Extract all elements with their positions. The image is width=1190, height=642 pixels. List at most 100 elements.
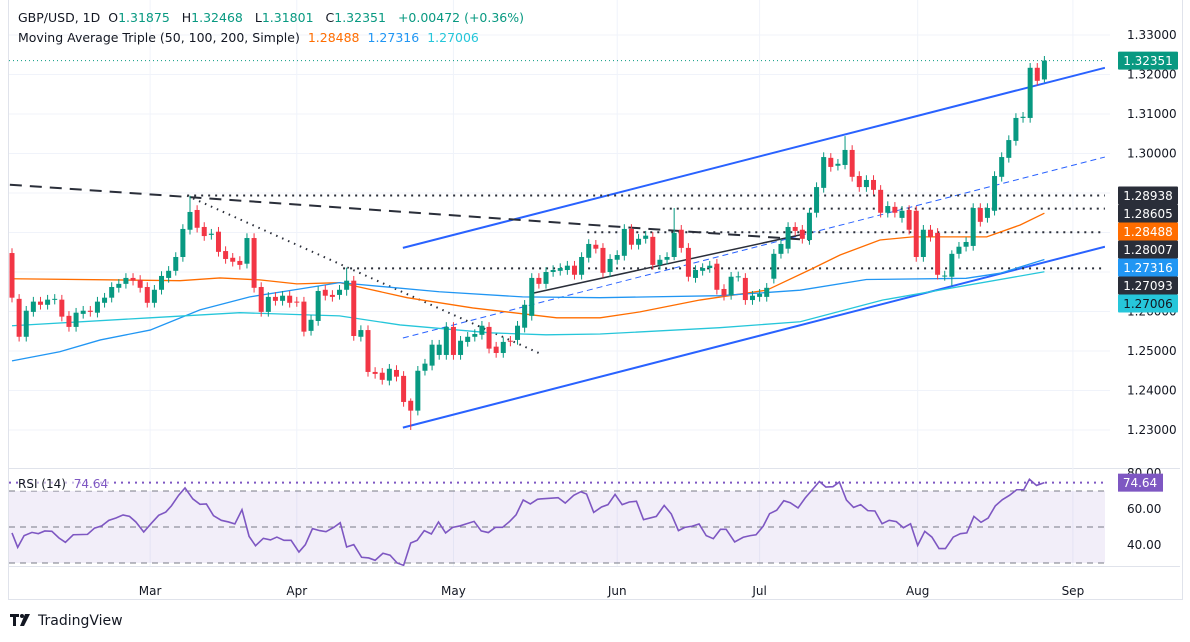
candle-body — [828, 157, 834, 167]
candle — [856, 171, 862, 192]
candle-body — [365, 330, 371, 372]
level-1-28938-tag: 1.28938 — [1118, 186, 1178, 205]
candle — [685, 243, 691, 282]
candle-body — [892, 206, 898, 213]
candle-body — [735, 276, 741, 278]
candle — [579, 252, 585, 280]
candle — [251, 233, 257, 293]
candle-body — [579, 256, 585, 275]
candle-body — [721, 288, 727, 296]
candle-body — [187, 211, 193, 230]
candle — [450, 322, 456, 360]
candle — [443, 322, 449, 360]
candle — [215, 226, 221, 257]
candle — [102, 292, 108, 308]
candle — [970, 203, 976, 251]
candle — [742, 273, 748, 305]
footer: TradingView — [10, 612, 123, 630]
ma50-value: 1.28488 — [307, 30, 360, 45]
candle — [920, 224, 926, 262]
rsi-axis-label: 60.00 — [1127, 502, 1161, 516]
candle-body — [1027, 67, 1033, 118]
candle — [244, 233, 250, 269]
candle — [9, 248, 15, 303]
ma-title[interactable]: Moving Average Triple (50, 100, 200, Sim… — [18, 30, 300, 45]
candle — [757, 288, 763, 302]
candle-body — [73, 312, 79, 327]
candle-body — [806, 212, 812, 241]
candle — [429, 339, 435, 371]
candle-body — [742, 277, 748, 301]
ma100-value: 1.27316 — [367, 30, 420, 45]
candle — [166, 266, 172, 283]
candle-body — [30, 301, 36, 312]
candle — [593, 240, 599, 254]
candle-body — [650, 236, 656, 265]
candle-body — [429, 344, 435, 366]
candle — [230, 253, 236, 267]
candle — [536, 273, 542, 289]
candle — [949, 250, 955, 286]
price-tag-label: 1.27316 — [1123, 261, 1173, 275]
candle-body — [52, 298, 58, 300]
rsi-line — [11, 478, 1045, 566]
candle-body — [992, 176, 998, 211]
candle-body — [678, 229, 684, 248]
candle-body — [450, 326, 456, 355]
price-axis-label: 1.31000 — [1127, 107, 1177, 121]
candle — [927, 224, 933, 242]
candle — [372, 367, 378, 379]
ma200-tag: 1.27006 — [1118, 294, 1178, 313]
candle-body — [906, 209, 912, 230]
candle-body — [586, 243, 592, 258]
candle-body — [144, 287, 150, 303]
candle-body — [935, 232, 941, 275]
candle — [636, 234, 642, 250]
long-dashed-trendline — [9, 183, 811, 242]
candle — [735, 271, 741, 282]
candle-body — [949, 253, 955, 277]
level-1-28007-tag: 1.28007 — [1118, 240, 1178, 259]
candle-body — [87, 310, 93, 312]
candle — [351, 275, 357, 341]
rsi-legend: RSI (14) 74.64 — [18, 477, 113, 491]
candle-body — [379, 372, 385, 380]
candle — [607, 254, 613, 277]
price-axis-label: 1.24000 — [1127, 384, 1177, 398]
candle-body — [984, 208, 990, 218]
candle-body — [215, 231, 221, 252]
rsi-legend-value: 74.64 — [73, 477, 109, 491]
candle-body — [472, 334, 478, 337]
ma100-tag: 1.27316 — [1118, 258, 1178, 277]
candle — [714, 258, 720, 295]
rsi-title[interactable]: RSI (14) — [18, 477, 66, 491]
channel-lower-line — [402, 245, 1105, 429]
ma200-value: 1.27006 — [427, 30, 479, 45]
price-tag-label: 1.28488 — [1123, 225, 1173, 239]
candle-body — [59, 299, 65, 317]
candle-body — [536, 277, 542, 284]
candle — [144, 282, 150, 308]
candle-body — [244, 238, 250, 264]
tradingview-logo-icon[interactable] — [10, 612, 32, 630]
candle — [693, 265, 699, 283]
candle-body — [529, 277, 535, 316]
candle-body — [337, 289, 343, 295]
candle — [493, 341, 499, 358]
candle-body — [272, 296, 278, 301]
sma-100-line — [11, 258, 1045, 362]
high-label: H — [181, 10, 192, 25]
level-1-28605-tag: 1.28605 — [1118, 204, 1178, 223]
rsi-tag-label: 74.64 — [1123, 476, 1157, 490]
brand-name[interactable]: TradingView — [38, 613, 123, 629]
candle — [942, 270, 948, 281]
price-tag-background — [1118, 222, 1178, 241]
candle — [628, 224, 634, 250]
time-axis-label: Jun — [607, 584, 627, 598]
candle — [201, 222, 207, 241]
candle-body — [814, 187, 820, 213]
candle — [237, 256, 243, 270]
symbol-label[interactable]: GBP/USD, 1D — [18, 10, 101, 25]
candle-body — [486, 326, 492, 349]
